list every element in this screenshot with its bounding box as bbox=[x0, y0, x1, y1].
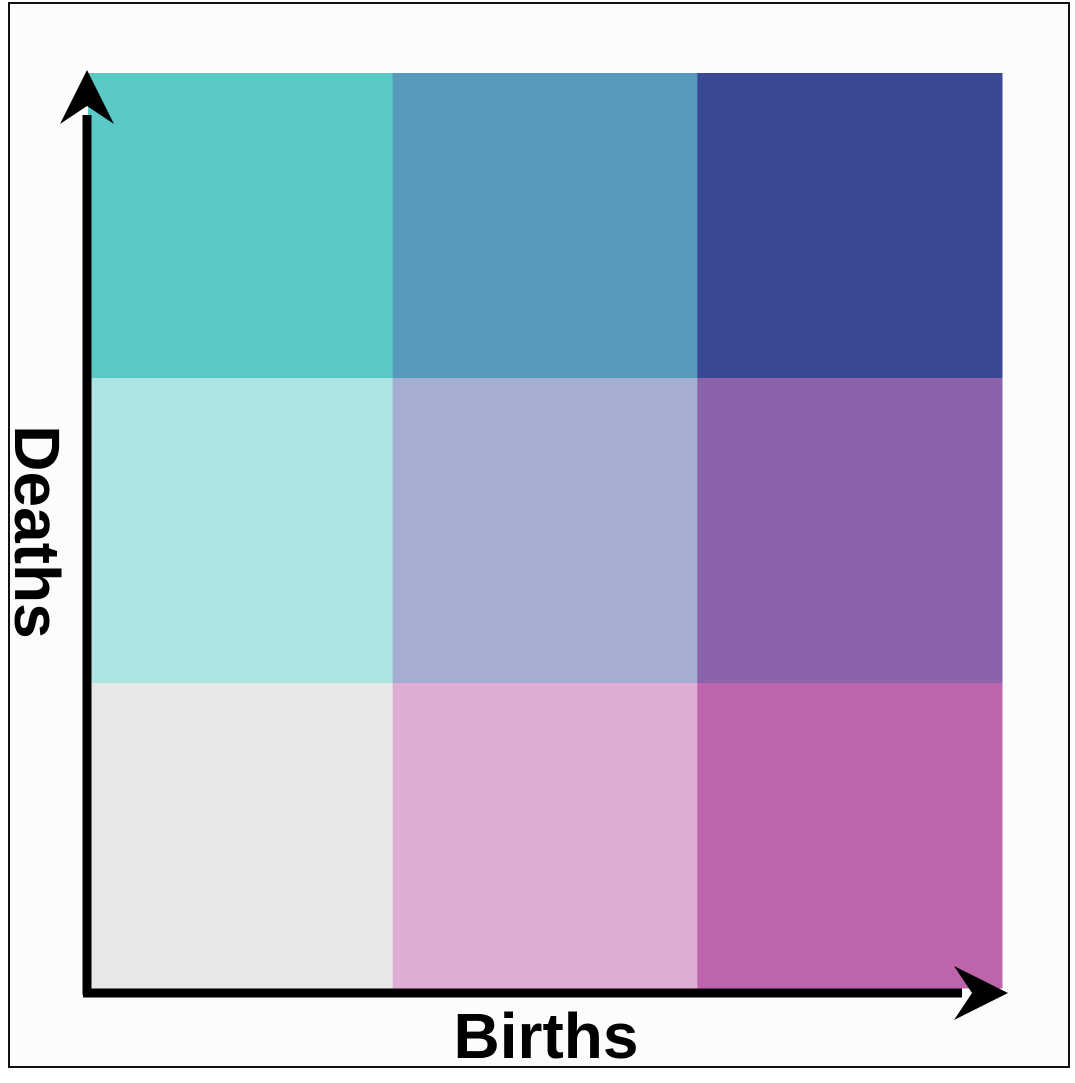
heatmap-cell-r0-c0 bbox=[88, 73, 394, 379]
heatmap-cell-r2-c1 bbox=[392, 683, 698, 989]
heatmap-cell-r1-c2 bbox=[697, 378, 1003, 684]
heatmap-cell-r0-c1 bbox=[392, 73, 698, 379]
heatmap-cell-r1-c1 bbox=[392, 378, 698, 684]
heatmap-cell-r1-c0 bbox=[88, 378, 394, 684]
x-axis bbox=[83, 966, 1008, 1020]
heatmap-cell-r0-c2 bbox=[697, 73, 1003, 379]
heatmap-cell-r2-c2 bbox=[697, 683, 1003, 989]
y-axis-label: Deaths bbox=[1, 425, 73, 638]
heatmap-cell-r2-c0 bbox=[88, 683, 394, 989]
y-axis-arrowhead bbox=[60, 70, 114, 124]
x-axis-arrowhead bbox=[954, 966, 1008, 1020]
y-axis bbox=[60, 70, 114, 995]
x-axis-label: Births bbox=[454, 1000, 639, 1072]
heatmap-cells bbox=[88, 73, 1003, 989]
